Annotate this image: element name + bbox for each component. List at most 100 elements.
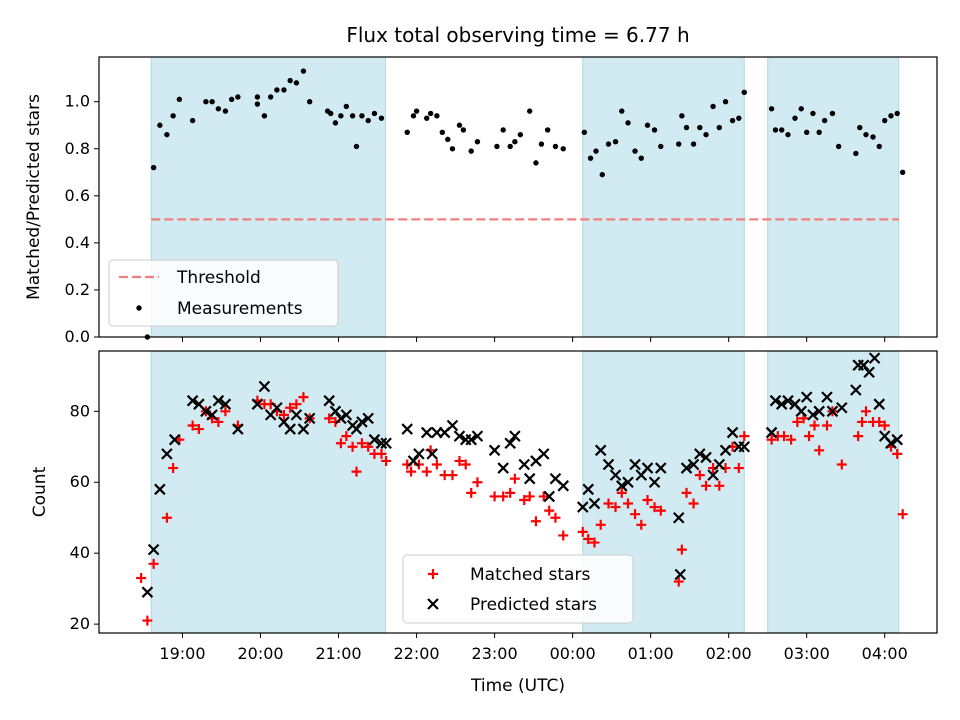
y-tick-label: 60 xyxy=(70,472,90,491)
matched-star-point xyxy=(136,573,147,584)
y-tick-label: 0.6 xyxy=(65,186,90,205)
measurement-point xyxy=(581,129,588,135)
legend-box xyxy=(402,554,634,624)
measurement-point xyxy=(690,141,697,147)
predicted-star-point xyxy=(738,440,751,453)
measurement-point xyxy=(512,139,518,145)
measurement-point xyxy=(228,96,235,103)
measurement-point xyxy=(170,113,176,119)
matched-star-point xyxy=(766,434,777,445)
predicted-star-point xyxy=(857,359,870,371)
legend-panel-1: Threshold Measurements xyxy=(108,259,339,327)
matched-star-point xyxy=(809,420,820,431)
predicted-star-point xyxy=(407,455,420,467)
measurement-point xyxy=(371,110,378,117)
predicted-star-point xyxy=(219,398,232,410)
matched-star-point xyxy=(335,438,346,449)
measurement-point xyxy=(779,127,785,133)
matched-star-point xyxy=(879,420,890,431)
predicted-star-point xyxy=(782,394,794,407)
measurement-point xyxy=(716,124,723,131)
matched-star-point xyxy=(285,402,296,413)
matched-star-point xyxy=(363,441,374,452)
matched-star-point xyxy=(148,558,159,569)
measurement-point xyxy=(343,103,350,110)
predicted-star-point xyxy=(891,433,903,446)
predicted-star-point xyxy=(775,398,788,410)
legend-measurement-swatch xyxy=(136,305,142,311)
predicted-star-point xyxy=(629,458,641,471)
predicted-star-point xyxy=(284,423,296,435)
predicted-star-point xyxy=(303,412,316,425)
measurement-point xyxy=(888,113,894,119)
measurement-point xyxy=(507,143,513,150)
measurement-point xyxy=(300,68,307,74)
predicted-star-point xyxy=(488,444,501,457)
measurement-point xyxy=(736,115,742,121)
predicted-star-point xyxy=(648,476,661,489)
predicted-star-point xyxy=(329,405,342,418)
matched-star-point xyxy=(489,491,500,502)
predicted-star-point xyxy=(557,480,570,492)
matched-star-point xyxy=(649,502,660,513)
measurement-point xyxy=(599,171,605,178)
measurement-point xyxy=(835,143,842,150)
matched-star-point xyxy=(193,424,204,435)
matched-star-point xyxy=(681,487,692,498)
matched-star-point xyxy=(821,420,832,431)
measurement-point xyxy=(413,108,420,114)
predicted-star-point xyxy=(821,391,833,403)
measurement-point xyxy=(359,113,365,119)
matched-star-point xyxy=(853,431,864,442)
legend-predicted-label: Predicted stars xyxy=(470,595,597,615)
predicted-star-point xyxy=(154,483,166,496)
measurement-point xyxy=(306,99,313,105)
measurement-point xyxy=(189,117,196,124)
measurement-point xyxy=(722,99,729,105)
matched-star-point xyxy=(739,431,750,442)
predicted-star-point xyxy=(576,501,589,513)
predicted-star-point xyxy=(582,483,595,496)
y-tick-label: 20 xyxy=(70,614,90,633)
measurement-point xyxy=(209,99,215,105)
matched-star-point xyxy=(577,526,588,537)
predicted-star-point xyxy=(200,405,212,418)
measurement-point xyxy=(449,146,456,152)
predicted-star-point xyxy=(380,437,392,450)
predicted-star-point xyxy=(588,497,601,510)
measurement-point xyxy=(593,148,599,154)
x-tick-label: 19:00 xyxy=(159,644,205,663)
predicted-star-point xyxy=(609,469,622,481)
shaded-interval xyxy=(150,350,386,634)
matched-star-point xyxy=(498,491,509,502)
measurement-point xyxy=(533,160,539,166)
matched-star-point xyxy=(544,505,555,516)
measurement-point xyxy=(651,127,658,133)
measurement-point xyxy=(612,139,619,145)
predicted-star-point xyxy=(258,380,271,393)
measurement-point xyxy=(638,155,644,161)
measurement-point xyxy=(254,94,261,100)
matched-star-point xyxy=(892,448,903,459)
measurement-point xyxy=(338,113,344,119)
measurement-point xyxy=(792,115,798,121)
measurement-point xyxy=(410,113,417,119)
predicted-star-point xyxy=(655,462,667,474)
measurement-point xyxy=(456,122,463,128)
predicted-star-point xyxy=(141,586,154,598)
matched-star-point xyxy=(466,487,477,498)
measurement-point xyxy=(267,94,274,100)
measurement-point xyxy=(494,143,500,150)
measurement-point xyxy=(870,134,876,140)
matched-star-point xyxy=(324,413,335,424)
y-tick-label: 40 xyxy=(70,543,90,562)
measurement-point xyxy=(404,129,410,135)
matched-star-point xyxy=(168,463,179,474)
predicted-star-point xyxy=(713,458,726,471)
measurement-point xyxy=(857,124,863,131)
measurement-point xyxy=(544,127,551,133)
measurement-point xyxy=(222,108,229,114)
predicted-star-point xyxy=(537,448,550,460)
predicted-star-point xyxy=(800,391,813,403)
